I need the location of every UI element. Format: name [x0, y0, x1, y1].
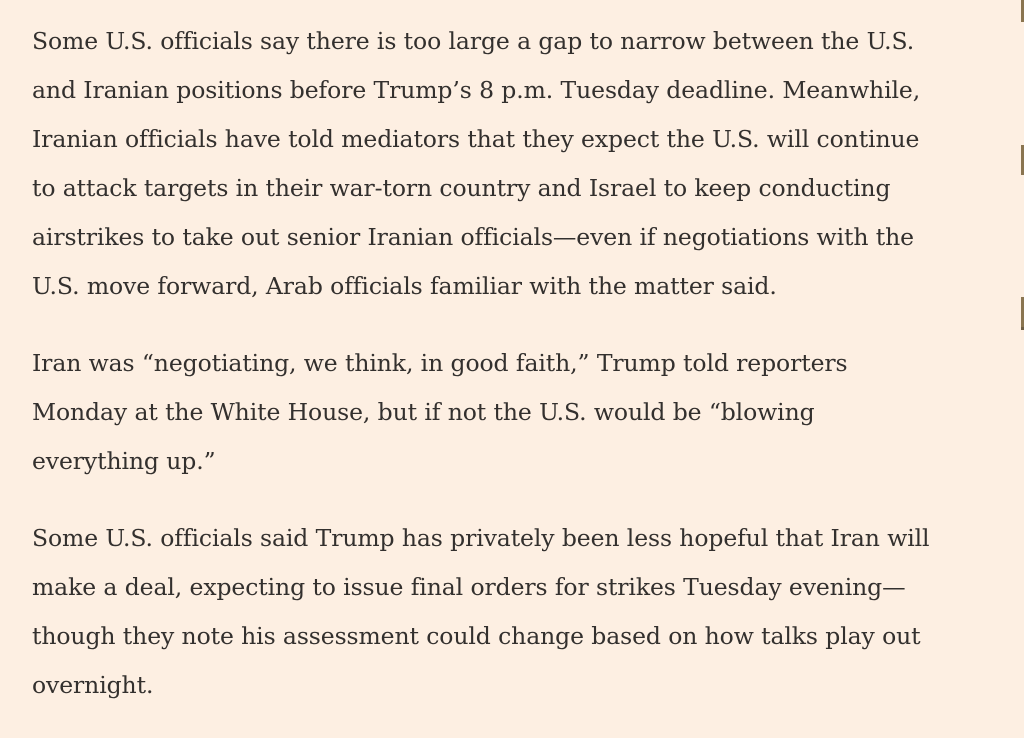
text-line: U.S. move forward, Arab officials famili…	[32, 272, 777, 300]
text-line: overnight.	[32, 671, 154, 699]
text-line: everything up.”	[32, 447, 216, 475]
text-line: make a deal, expecting to issue final or…	[32, 573, 906, 601]
paragraph-2: Iran was “negotiating, we think, in good…	[32, 339, 982, 486]
text-line: Iranian officials have told mediators th…	[32, 125, 920, 153]
edge-marker-dot	[1021, 327, 1024, 330]
paragraph-3: Some U.S. officials said Trump has priva…	[32, 514, 982, 710]
text-line: Monday at the White House, but if not th…	[32, 398, 815, 426]
text-line: Iran was “negotiating, we think, in good…	[32, 349, 848, 377]
edge-marker-3	[1021, 297, 1024, 327]
paragraph-1: Some U.S. officials say there is too lar…	[32, 17, 982, 311]
text-line: to attack targets in their war-torn coun…	[32, 174, 891, 202]
text-line: and Iranian positions before Trump’s 8 p…	[32, 76, 921, 104]
edge-marker-1	[1021, 0, 1024, 22]
article-body: Some U.S. officials say there is too lar…	[32, 17, 982, 738]
text-line: Some U.S. officials said Trump has priva…	[32, 524, 930, 552]
text-line: Some U.S. officials say there is too lar…	[32, 27, 915, 55]
text-line: though they note his assessment could ch…	[32, 622, 921, 650]
text-line: airstrikes to take out senior Iranian of…	[32, 223, 914, 251]
edge-marker-2	[1021, 145, 1024, 175]
